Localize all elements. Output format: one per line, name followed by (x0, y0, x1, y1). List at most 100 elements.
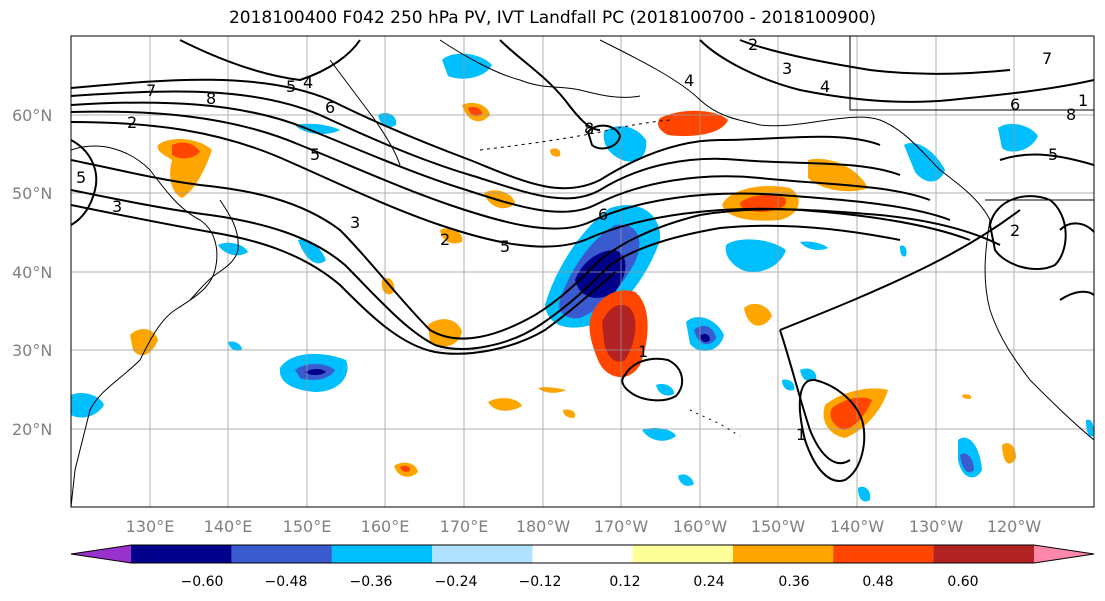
pv-negative-blob (295, 123, 340, 135)
contour-label: 5 (310, 145, 320, 164)
contour-label: 2 (1010, 221, 1020, 240)
hawaii-islands (689, 409, 741, 437)
pv-negative-blob (904, 142, 945, 182)
pv-positive-blob (602, 304, 636, 362)
subtropical-contour (779, 329, 851, 465)
lon-label: 160°E (361, 517, 410, 536)
pv-negative-blob (1086, 419, 1094, 437)
pv-negative-blob (378, 113, 397, 127)
lon-label: 160°W (673, 517, 728, 536)
pv-negative-blob (218, 242, 248, 256)
north-contour (499, 39, 601, 131)
lat-label: 50°N (12, 184, 52, 203)
contour-label: 6 (598, 205, 608, 224)
pv-negative-blob (228, 341, 242, 351)
contour-label: 8 (206, 89, 216, 108)
west-contour (71, 139, 98, 226)
subtropical-contour (798, 378, 866, 482)
pv-positive-blob (440, 228, 463, 244)
gridlines (71, 36, 1094, 507)
alaska-coastline (599, 39, 991, 221)
contour-label: 1 (638, 342, 648, 361)
pv-negative-blob (858, 486, 871, 502)
pv-positive-blob (830, 397, 872, 430)
jet-contour (71, 90, 901, 200)
lon-label: 140°W (830, 517, 885, 536)
north-contour (179, 39, 361, 82)
lon-label: 130°W (909, 517, 964, 536)
colorbar-tick-label: −0.12 (519, 574, 562, 590)
pv-positive-blob (130, 328, 158, 356)
lon-label: 140°E (204, 517, 253, 536)
closed-low-contour (1059, 290, 1094, 301)
colorbar-tick-label: −0.48 (265, 574, 308, 590)
contour-label: 3 (782, 59, 792, 78)
pv-positive-blob (740, 194, 786, 212)
contour-label: 2 (748, 35, 758, 54)
aleutian-islands (479, 119, 671, 151)
colorbar-tick-label: 0.60 (947, 574, 978, 590)
contour-label: 1 (1078, 91, 1088, 110)
pv-negative-blob (700, 333, 710, 343)
colorbar-segment (532, 545, 634, 563)
contour-labels: 2 7 8 5 4 6 3 5 3 2 5 4 6 8 1 2 7 6 8 5 … (76, 35, 1088, 444)
colorbar-tick-label: −0.60 (181, 574, 224, 590)
colorbar-segment (432, 545, 533, 563)
contour-label: 2 (127, 113, 137, 132)
pv-negative-blob (71, 393, 104, 418)
jet-contour (71, 78, 881, 190)
pv-negative-blob (998, 123, 1038, 152)
ridge-contour (739, 39, 1011, 75)
jet-contour (71, 110, 951, 230)
pv-negative-blob (656, 384, 674, 396)
japan-coastline (189, 199, 239, 301)
colorbar-extension-high (1034, 545, 1094, 563)
colorbar-segment (231, 545, 333, 563)
subtropical-contour (779, 209, 1021, 331)
contour-label: 4 (684, 71, 694, 90)
contour-label: 8 (1066, 105, 1076, 124)
pv-positive-blob (468, 106, 482, 116)
pv-positive-blob (658, 110, 728, 137)
contour-label: 8 (584, 119, 594, 138)
coastlines (71, 36, 1094, 507)
kamchatka-coastline (329, 59, 401, 166)
pv-positive-blob (962, 394, 972, 399)
colorbar-tick-label: 0.24 (693, 574, 724, 590)
pv-positive-blob (488, 398, 522, 411)
pv-negative-blob (725, 239, 786, 272)
pv-negative-blob (305, 369, 326, 375)
lon-label: 120°W (987, 517, 1042, 536)
contour-label: 5 (1048, 145, 1058, 164)
pv-positive-blob (563, 409, 576, 418)
cutoff-low-contour (586, 124, 622, 150)
contour-label: 3 (350, 213, 360, 232)
contour-label: 3 (112, 197, 122, 216)
pv-positive-blob (550, 148, 561, 157)
contour-label: 5 (286, 77, 296, 96)
contour-label: 5 (76, 168, 86, 187)
pv-positive-blob (744, 303, 772, 326)
pv-negative-blob (782, 379, 795, 391)
lon-label: 150°W (751, 517, 806, 536)
asia-coastline (71, 145, 218, 507)
pv-positive-blob (428, 319, 462, 347)
colorbar-segment (331, 545, 433, 563)
colorbar-segment (833, 545, 935, 563)
pv-negative-blob (800, 241, 828, 250)
latitude-labels: 60°N 50°N 40°N 30°N 20°N (12, 106, 52, 439)
ridge-contour (999, 153, 1094, 166)
contour-label: 7 (1042, 49, 1052, 68)
north-america-coastline (984, 219, 1094, 441)
cutoff-low-contour (621, 357, 684, 402)
colorbar-tick-label: −0.24 (435, 574, 478, 590)
pv-negative-blob (678, 474, 694, 486)
colorbar-segment (131, 545, 232, 563)
trough-contour (71, 189, 901, 350)
contour-label: 6 (325, 98, 335, 117)
contour-label: 1 (796, 425, 806, 444)
lon-label: 150°E (283, 517, 332, 536)
colorbar-extension-low (71, 545, 131, 563)
contour-label: 2 (440, 230, 450, 249)
lon-label: 170°W (594, 517, 649, 536)
